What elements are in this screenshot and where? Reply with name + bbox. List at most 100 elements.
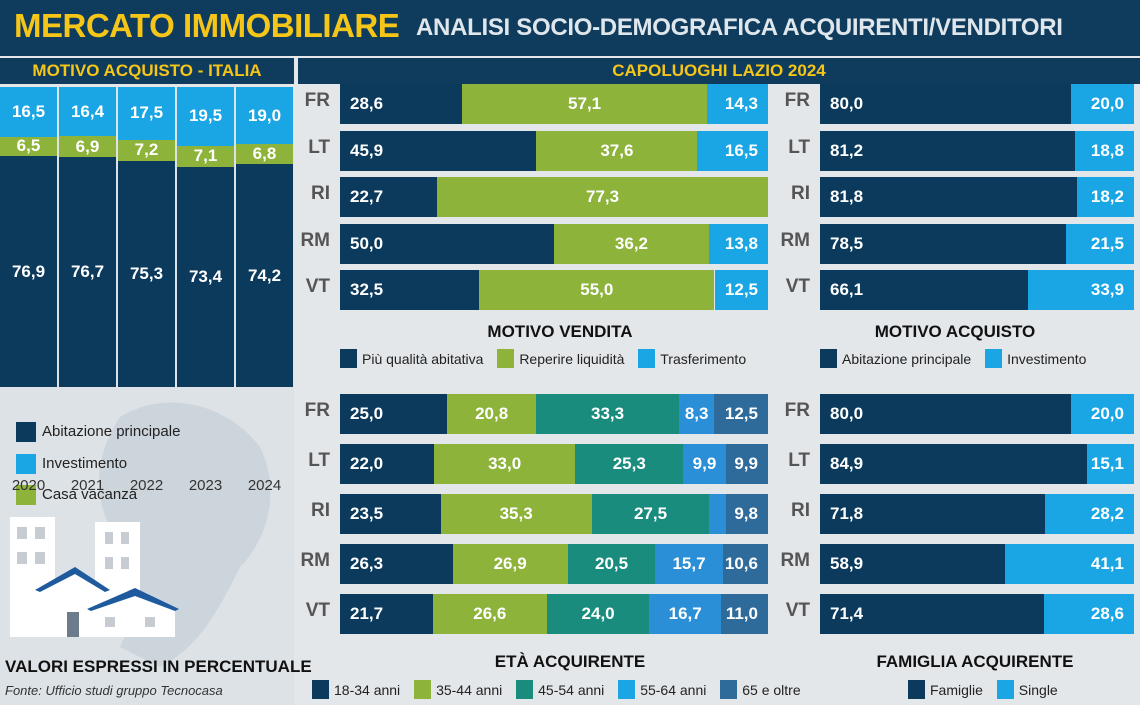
- legend-casa-vacanza: Casa vacanza: [16, 485, 137, 505]
- row-label-ri: RI: [791, 500, 810, 521]
- legend-swatch-65-oltre: [720, 680, 738, 699]
- column-2024: 74,2 6,8 19,0: [236, 87, 293, 387]
- column-2021: 76,7 6,9 16,4: [59, 87, 116, 387]
- bar-segment: 37,6: [536, 130, 698, 171]
- bar-segment: [709, 494, 727, 534]
- bar-value-label: 16,5: [724, 140, 758, 160]
- bar-value-label: 33,9: [1090, 280, 1124, 299]
- legend-label-65-oltre: 65 e oltre: [742, 681, 801, 698]
- lazio-bars: FR 28,6 57,1 14,3 LT 45,9 37,6 16,5 RI 22,7 77,3 RM…: [298, 84, 1140, 705]
- bar-value-label: 57,1: [568, 94, 602, 113]
- legend-famiglia: Famiglie Single: [908, 680, 1068, 702]
- bar-value-label: 28,2: [1090, 504, 1124, 523]
- column-2020: 76,9 6,5 16,5: [0, 87, 57, 387]
- bar-segment: 66,1: [820, 270, 1028, 310]
- stacked-bar-fr: 80,0 20,0: [820, 84, 1134, 124]
- source-note: Fonte: Ufficio studi gruppo Tecnocasa: [5, 683, 223, 698]
- column-2023: 73,4 7,1 19,5: [177, 87, 234, 387]
- legend-swatch-famiglie: [908, 680, 925, 699]
- bar-segment: 17,5: [118, 87, 175, 140]
- bar-value-label: 36,2: [614, 233, 648, 253]
- bar-segment: 10,6: [722, 544, 768, 584]
- bar-segment: 25,0: [340, 394, 448, 434]
- stacked-bar-ri: 81,8 18,2: [820, 177, 1134, 217]
- legend-swatch-single: [996, 680, 1014, 699]
- legend-swatch-liquidita: [497, 349, 515, 368]
- row-label-rm: RM: [300, 550, 330, 571]
- bar-segment: 73,4: [177, 166, 234, 387]
- legend-vendita: Più qualità abitativa Reperire liquidità…: [340, 349, 756, 371]
- bar-segment: 41,1: [1004, 544, 1134, 584]
- bar-value-label: 25,3: [612, 454, 646, 473]
- bar-value-label: 20,0: [1090, 404, 1124, 423]
- legend-swatch-35-44: [414, 680, 432, 699]
- bar-value-label: 20,8: [475, 404, 509, 423]
- bar-segment: 15,7: [655, 544, 723, 584]
- bar-segment: 20,8: [447, 394, 537, 434]
- left-chart: 76,9 6,5 16,5 76,7 6,9 16,4 75,3 7,2 17,5 73,4 7,1…: [0, 87, 294, 387]
- bar-value-label: 17,5: [129, 103, 164, 123]
- bar-segment: 27,5: [591, 494, 710, 534]
- bar-segment: 50,0: [340, 223, 554, 264]
- bar-value-label: 84,9: [830, 454, 864, 473]
- legend-label-18-34: 18-34 anni: [334, 681, 401, 698]
- bar-segment: 81,8: [820, 177, 1077, 217]
- stacked-bar-rm: 58,9 41,1: [820, 544, 1134, 584]
- stacked-bar-rm: 26,3 26,9 20,5 15,7 10,6: [340, 544, 768, 584]
- bar-value-label: 35,3: [499, 504, 533, 523]
- bar-value-label: 27,5: [633, 504, 668, 523]
- bar-segment: 6,9: [59, 136, 116, 157]
- bar-segment: 58,9: [820, 544, 1005, 584]
- bar-value-label: 55,0: [580, 280, 614, 299]
- bar-segment: 19,5: [177, 87, 234, 146]
- legend-swatch-trasferimento: [638, 349, 656, 368]
- bar-segment: 28,6: [340, 84, 463, 124]
- bar-value-label: 19,5: [188, 106, 223, 126]
- year-label: 2020: [11, 477, 46, 494]
- bar-value-label: 50,0: [350, 233, 384, 253]
- row-label-lt: LT: [788, 450, 810, 471]
- bar-segment: 28,2: [1045, 494, 1134, 534]
- stacked-bar-vt: 21,7 26,6 24,0 16,7 11,0: [340, 594, 768, 634]
- bar-segment: 18,8: [1074, 130, 1134, 171]
- bar-value-label: 71,4: [830, 604, 864, 623]
- stacked-bar-vt: 32,5 55,0 12,5: [340, 270, 768, 310]
- bar-segment: 11,0: [720, 594, 768, 634]
- bar-value-label: 45,9: [350, 140, 384, 160]
- section-title-eta: ETÀ ACQUIRENTE: [494, 652, 646, 671]
- bar-segment: 36,2: [554, 223, 709, 264]
- bar-segment: 71,8: [820, 494, 1046, 534]
- legend-eta: 18-34 anni 35-44 anni 45-54 anni 55-64 a…: [312, 680, 811, 702]
- stacked-bar-rm: 78,5 21,5: [820, 223, 1134, 264]
- bar-segment: 8,3: [678, 394, 715, 434]
- bar-segment: 28,6: [1044, 594, 1134, 634]
- row-label-fr: FR: [784, 90, 810, 111]
- bar-segment: 6,5: [0, 136, 57, 157]
- bar-value-label: 78,5: [830, 233, 864, 253]
- section-title-vendita: MOTIVO VENDITA: [487, 322, 633, 341]
- legend-label-trasferimento: Trasferimento: [660, 350, 747, 367]
- bar-value-label: 81,8: [830, 187, 864, 206]
- bar-value-label: 28,6: [1090, 604, 1124, 623]
- bar-value-label: 76,9: [11, 261, 46, 281]
- bar-value-label: 23,5: [350, 504, 384, 523]
- row-label-vt: VT: [785, 276, 810, 297]
- bar-segment: 57,1: [462, 84, 707, 124]
- stacked-bar-ri: 71,8 28,2: [820, 494, 1134, 534]
- bar-value-label: 66,1: [830, 280, 864, 299]
- bar-segment: 16,7: [649, 594, 721, 634]
- legend-swatch-qualita: [340, 349, 357, 368]
- bar-segment: 6,8: [236, 144, 293, 165]
- bar-segment: 55,0: [479, 270, 715, 310]
- bar-value-label: 9,9: [734, 454, 758, 473]
- bar-value-label: 41,1: [1090, 554, 1124, 573]
- bar-value-label: 75,3: [129, 264, 164, 284]
- stacked-bar-ri: 23,5 35,3 27,5 9,8: [340, 494, 768, 534]
- legend-label-famiglie: Famiglie: [930, 681, 983, 698]
- bar-segment: 9,9: [725, 444, 768, 484]
- bar-value-label: 21,5: [1090, 233, 1124, 253]
- bar-segment: 77,3: [437, 177, 768, 217]
- legend-swatch-abitazione: [16, 422, 36, 442]
- bar-value-label: 24,0: [581, 604, 615, 623]
- bar-segment: 16,4: [59, 87, 116, 137]
